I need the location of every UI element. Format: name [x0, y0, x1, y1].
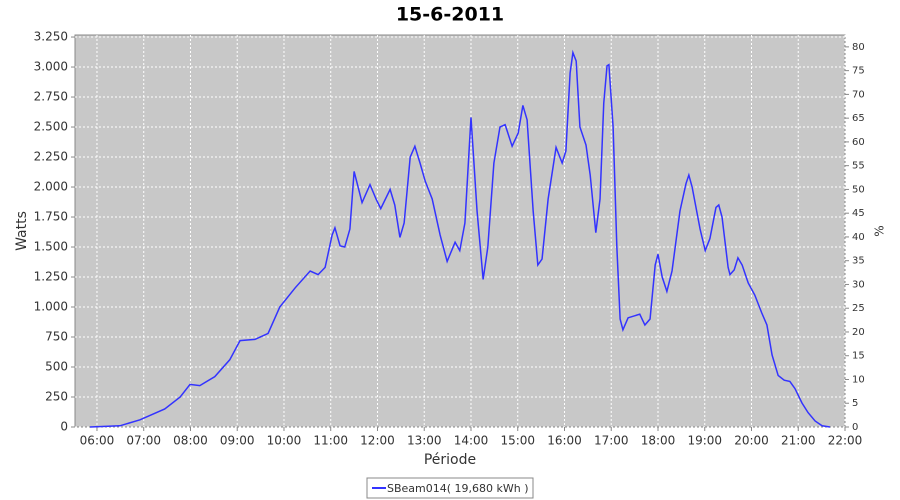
y2-tick-label: 55 [852, 161, 865, 172]
y2-tick-label: 60 [852, 137, 865, 148]
y-tick-label: 500 [45, 360, 68, 374]
y2-tick-label: 50 [852, 184, 865, 195]
y2-tick-label: 65 [852, 113, 865, 124]
x-tick-label: 10:00 [267, 434, 302, 448]
x-tick-label: 09:00 [220, 434, 255, 448]
y2-tick-label: 20 [852, 327, 865, 338]
y-tick-label: 1.000 [34, 300, 68, 314]
y-tick-label: 2.000 [34, 180, 68, 194]
x-tick-label: 07:00 [126, 434, 161, 448]
x-tick-label: 21:00 [781, 434, 816, 448]
y-axis-label: Watts [14, 211, 30, 251]
y-tick-label: 3.250 [34, 30, 68, 44]
y-tick-label: 2.500 [34, 120, 68, 134]
legend-box [366, 477, 534, 499]
y2-tick-label: 10 [852, 374, 865, 385]
y2-tick-label: 30 [852, 279, 865, 290]
y2-tick-label: 25 [852, 303, 865, 314]
y2-tick-label: 5 [852, 398, 858, 409]
x-tick-label: 19:00 [687, 434, 722, 448]
data-line [89, 49, 831, 428]
y2-tick-label: 75 [852, 66, 865, 77]
x-tick-label: 12:00 [360, 434, 395, 448]
y2-tick-label: 45 [852, 208, 865, 219]
y-tick-label: 750 [45, 330, 68, 344]
x-tick-label: 20:00 [734, 434, 769, 448]
y-tick-label: 2.750 [34, 90, 68, 104]
x-tick-label: 06:00 [80, 434, 115, 448]
y-tick-label: 1.250 [34, 270, 68, 284]
x-tick-label: 08:00 [173, 434, 208, 448]
y-tick-label: 0 [60, 420, 68, 434]
x-tick-label: 16:00 [547, 434, 582, 448]
y2-tick-label: 0 [852, 422, 858, 433]
y-tick-label: 1.500 [34, 240, 68, 254]
y2-axis-label: % [873, 225, 887, 236]
x-tick-label: 13:00 [407, 434, 442, 448]
x-tick-label: 17:00 [594, 434, 629, 448]
chart-title: 15-6-2011 [396, 4, 504, 26]
x-tick-label: 15:00 [500, 434, 535, 448]
x-tick-label: 18:00 [641, 434, 676, 448]
y2-tick-label: 40 [852, 232, 865, 243]
plot-area [74, 34, 846, 428]
legend-label: SBeam014( 19,680 kWh ) [387, 482, 529, 495]
y2-tick-label: 15 [852, 351, 865, 362]
x-tick-label: 14:00 [454, 434, 489, 448]
x-tick-label: 22:00 [828, 434, 863, 448]
y2-tick-label: 80 [852, 42, 865, 53]
y-tick-label: 1.750 [34, 210, 68, 224]
x-axis-label: Période [424, 452, 476, 468]
y2-tick-label: 35 [852, 256, 865, 267]
y-tick-label: 3.000 [34, 60, 68, 74]
x-tick-label: 11:00 [313, 434, 348, 448]
y2-tick-label: 70 [852, 89, 865, 100]
y-tick-label: 2.250 [34, 150, 68, 164]
y-tick-label: 250 [45, 390, 68, 404]
